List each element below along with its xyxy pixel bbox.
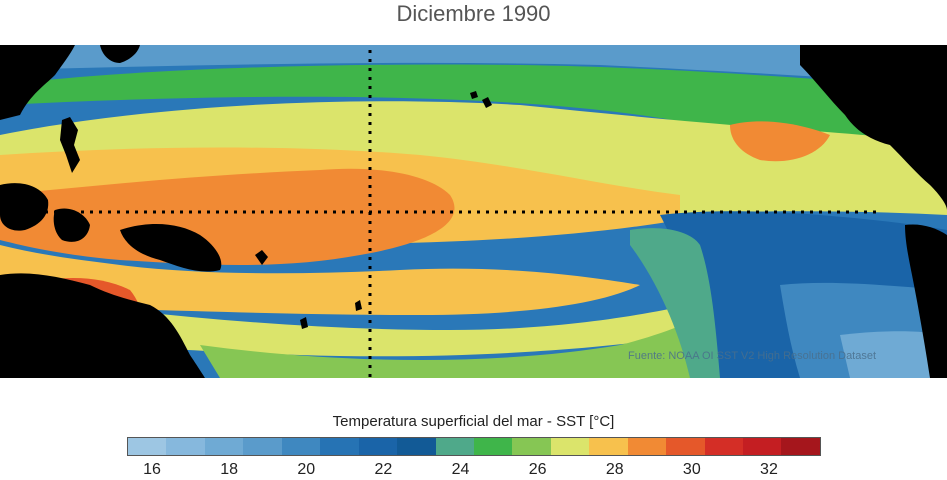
ocean-mexico-warm [730,121,830,162]
colorbar-segment [166,438,205,455]
colorbar-segment [473,438,513,455]
land-central-america [890,145,947,210]
source-credit: Fuente: NOAA OI SST V2 High Resolution D… [628,350,877,362]
map-title: Diciembre 1990 [396,1,551,26]
colorbar-segment [358,438,398,455]
colorbar [127,437,821,456]
colorbar-segment [281,438,321,455]
sst-map [0,45,947,378]
colorbar-tick-label: 16 [143,461,161,478]
colorbar-segment [743,438,782,455]
colorbar-segment [243,438,282,455]
land-south-america [905,224,947,378]
colorbar-segment [627,438,667,455]
land-solomon [255,250,268,265]
colorbar-tick-label: 22 [374,461,393,478]
land-borneo [0,183,49,231]
land-hawaii-2 [482,97,492,108]
colorbar-segment [550,438,590,455]
land-australia [0,273,205,378]
land-hawaii-1 [470,91,478,99]
colorbar-segment [589,438,628,455]
colorbar-tick-label: 18 [220,461,239,478]
ocean-north-cool [0,45,947,85]
colorbar-segment [704,438,743,455]
land-asia [0,45,75,120]
land-new-guinea [120,223,222,272]
ocean-southeast-cool [840,331,947,378]
colorbar-segment [320,438,359,455]
colorbar-tick-label: 26 [528,461,547,478]
land-fiji [355,300,362,311]
colorbar-tick-label: 30 [682,461,701,478]
colorbar-ticks: 16 18 20 22 24 26 28 30 32 [127,455,821,480]
ocean-south-light-orange [0,245,640,315]
ocean-warm-pool [0,168,455,265]
colorbar-tick-label: 32 [760,461,778,478]
colorbar-segment [512,438,551,455]
land-sulawesi [53,208,90,242]
colorbar-tick-label: 20 [297,461,316,478]
colorbar-tick-label: 28 [605,461,624,478]
ocean-south-green [200,305,730,378]
sst-map-canvas [0,45,947,378]
ocean-cold-tongue-edge [630,228,720,378]
colorbar-segment [128,438,167,455]
colorbar-segment [666,438,705,455]
colorbar-title: Temperatura superficial del mar - SST [°… [332,413,615,430]
colorbar-segment [397,438,436,455]
colorbar-segment [435,438,474,455]
land-north-america [800,45,947,165]
colorbar-tick-label: 24 [451,461,470,478]
colorbar-segment [204,438,244,455]
land-island-small [300,317,308,329]
land-philippines [60,117,80,173]
land-japan [100,45,140,63]
colorbar-segment [781,438,820,455]
